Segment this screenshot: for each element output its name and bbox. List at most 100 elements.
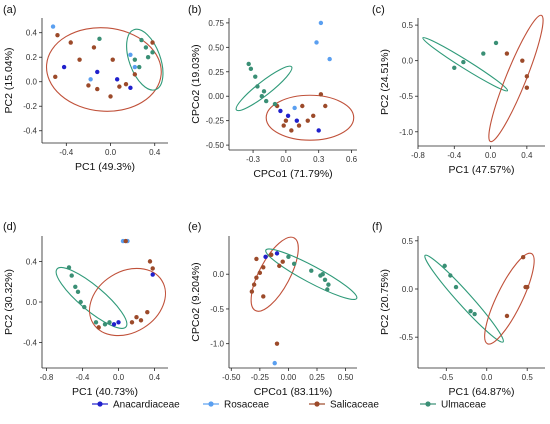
point-salicaceae	[520, 254, 526, 260]
point-ulmaceae	[453, 284, 459, 290]
x-tick-label: -0.4	[447, 151, 461, 160]
point-anacardiaceae	[111, 322, 117, 327]
panel-label: (a)	[3, 4, 16, 16]
legend-label: Rosaceae	[224, 400, 269, 411]
y-tick-label: 0.50	[208, 43, 224, 52]
point-ulmaceae	[82, 304, 87, 310]
x-tick-label: 0.0	[113, 373, 125, 382]
ellipse-ulmaceae	[265, 248, 358, 301]
point-salicaceae	[257, 270, 263, 276]
y-tick-label: 0.5	[402, 21, 414, 30]
panels-group: (a) -0.4 0.0 0.4 -0.4 -0.2 0.0 0.2 0.4 PC1 (49.3%…	[3, 4, 545, 398]
point-ulmaceae	[263, 98, 269, 104]
y-tick-label: 0.5	[402, 237, 414, 246]
point-ulmaceae	[461, 59, 466, 65]
point-salicaceae	[280, 259, 285, 264]
point-anacardiaceae	[316, 128, 321, 133]
point-anacardiaceae	[128, 85, 133, 91]
ellipse-ulmaceae	[235, 65, 293, 112]
point-salicaceae	[289, 128, 294, 133]
x-axis-title: CPCo1 (83.11%)	[254, 386, 333, 398]
point-salicaceae	[520, 58, 525, 63]
point-ulmaceae	[325, 287, 330, 292]
point-anacardiaceae	[150, 272, 155, 277]
point-ulmaceae	[97, 36, 102, 42]
point-anacardiaceae	[274, 251, 280, 256]
point-salicaceae	[96, 325, 101, 330]
point-salicaceae	[91, 45, 97, 50]
point-salicaceae	[254, 256, 259, 262]
point-ulmaceae	[442, 263, 447, 269]
point-salicaceae	[269, 252, 274, 257]
point-ulmaceae	[145, 55, 151, 60]
legend-label: Anacardiaceae	[113, 400, 180, 411]
panel-label: (d)	[3, 221, 16, 233]
point-salicaceae	[134, 315, 139, 320]
point-salicaceae	[277, 263, 282, 269]
x-axis-title: PC1 (64.87%)	[449, 386, 515, 398]
point-rosaceae	[132, 64, 138, 70]
point-ulmaceae	[75, 289, 81, 295]
y-tick-label: -0.2	[23, 102, 37, 111]
point-ulmaceae	[468, 308, 473, 314]
point-salicaceae	[68, 40, 73, 45]
panel-0: (a) -0.4 0.0 0.4 -0.4 -0.2 0.0 0.2 0.4 PC1 (49.3%…	[3, 4, 168, 173]
point-rosaceae	[327, 56, 332, 62]
legend: Anacardiaceae Rosaceae Salicaceae Ulmaceae	[92, 400, 486, 411]
point-ulmaceae	[481, 51, 486, 56]
point-salicaceae	[323, 103, 328, 109]
x-tick-label: -0.4	[59, 148, 73, 157]
point-salicaceae	[261, 294, 266, 299]
point-salicaceae	[53, 74, 58, 80]
point-salicaceae	[318, 92, 324, 97]
point-ulmaceae	[248, 66, 254, 72]
point-salicaceae	[145, 309, 150, 315]
y-axis-title: PC2 (15.04%)	[3, 48, 15, 114]
y-tick-label: -0.50	[206, 141, 225, 150]
legend-label: Ulmaceae	[441, 400, 486, 411]
point-rosaceae	[292, 105, 297, 111]
point-salicaceae	[261, 265, 266, 270]
y-tick-label: -0.5	[399, 333, 413, 342]
point-salicaceae	[150, 40, 155, 45]
ellipse-salicaceae	[265, 94, 355, 141]
y-tick-label: 0.75	[208, 19, 224, 28]
point-salicaceae	[524, 74, 530, 79]
point-salicaceae	[281, 123, 286, 128]
point-salicaceae	[147, 259, 153, 264]
point-anacardiaceae	[95, 69, 100, 75]
panel-label: (e)	[188, 221, 201, 233]
point-salicaceae	[138, 318, 144, 323]
point-salicaceae	[525, 284, 530, 290]
ellipse-salicaceae	[484, 252, 535, 345]
ellipse-ulmaceae	[422, 36, 509, 92]
point-salicaceae	[86, 83, 91, 88]
y-axis-title: CPCo2 (9.204%)	[190, 262, 202, 341]
x-tick-label: 0.5	[522, 373, 534, 382]
y-tick-label: -0.25	[206, 117, 225, 126]
point-ulmaceae	[253, 74, 258, 79]
point-salicaceae	[129, 320, 135, 325]
x-tick-label: -0.5	[439, 373, 453, 382]
point-anacardiaceae	[285, 113, 291, 118]
point-ulmaceae	[78, 299, 83, 305]
ellipse-ulmaceae	[126, 28, 164, 91]
point-salicaceae	[55, 32, 60, 38]
point-ulmaceae	[66, 265, 72, 270]
point-salicaceae	[123, 81, 129, 87]
point-ulmaceae	[448, 273, 453, 278]
point-anacardiaceae	[116, 320, 121, 325]
point-ulmaceae	[493, 40, 499, 46]
y-tick-label: 0.2	[26, 53, 38, 62]
x-axis-title: PC1 (40.73%)	[72, 386, 138, 398]
panel-2: (c) -0.8 -0.4 0.0 0.4 -1.0 -0.5 0.0 0.5 PC1 (47.5…	[372, 4, 545, 176]
x-axis-title: CPCo1 (71.79%)	[253, 168, 332, 180]
x-tick-label: 0.3	[313, 155, 325, 164]
point-salicaceae	[524, 85, 530, 90]
point-salicaceae	[150, 266, 155, 271]
x-tick-label: 0.4	[521, 151, 533, 160]
ellipse-salicaceae	[88, 267, 167, 337]
point-anacardiaceae	[114, 77, 120, 82]
legend-marker-salicaceae	[314, 401, 320, 407]
